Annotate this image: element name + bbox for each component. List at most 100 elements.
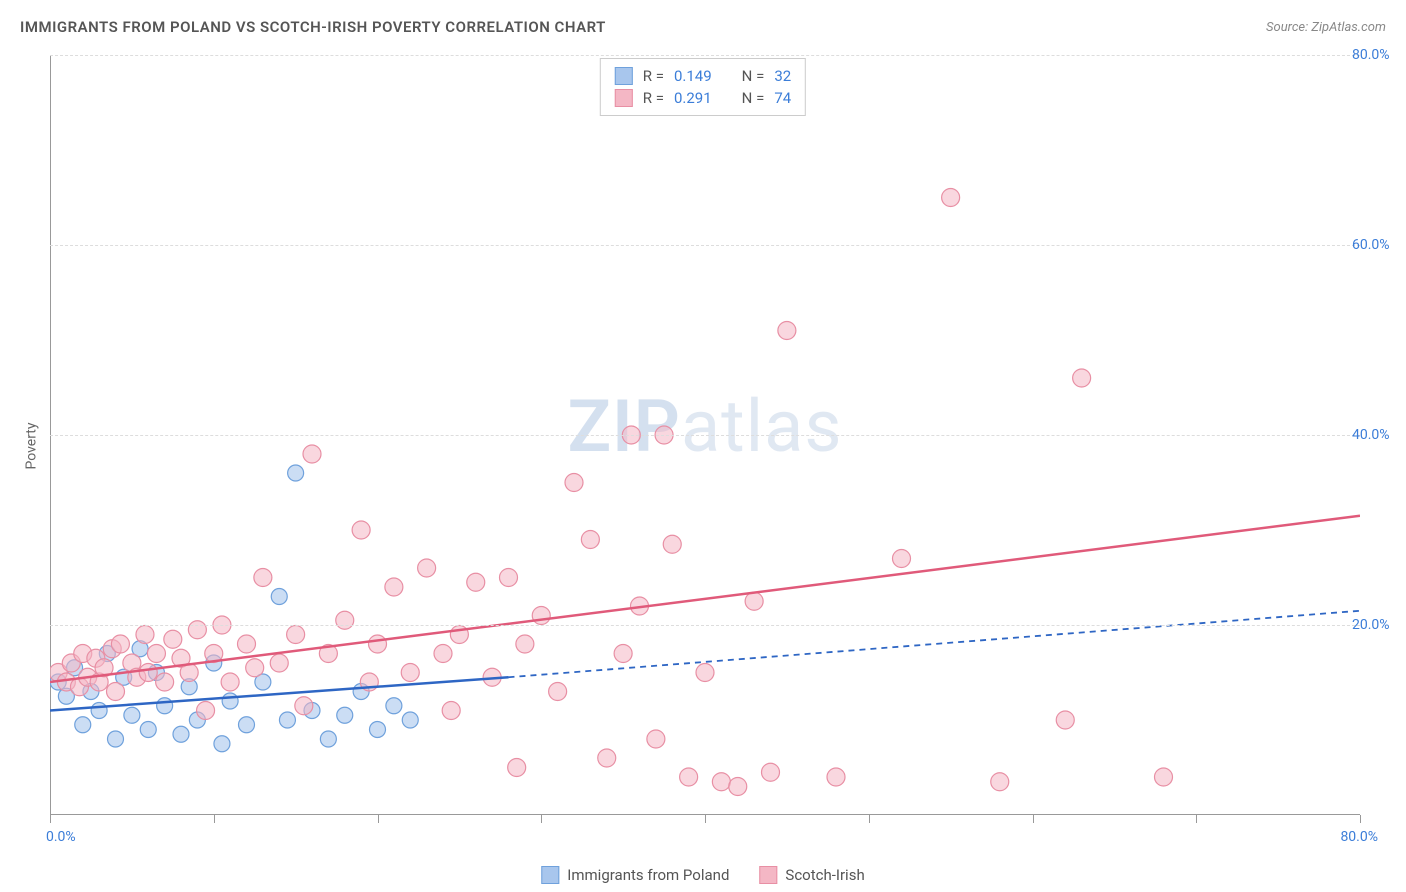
swatch-poland-icon xyxy=(615,67,633,85)
scatter-point-scotch-irish xyxy=(1155,768,1173,786)
correlation-row-poland: R = 0.149 N = 32 xyxy=(615,65,791,87)
grid-line xyxy=(50,435,1360,436)
x-tick xyxy=(378,815,379,823)
grid-line xyxy=(50,55,1360,56)
legend-label: Immigrants from Poland xyxy=(567,866,729,884)
y-tick-label: 60.0% xyxy=(1352,237,1406,253)
scatter-point-poland xyxy=(173,726,189,742)
scatter-point-poland xyxy=(124,707,140,723)
scatter-point-scotch-irish xyxy=(136,626,154,644)
legend-item-poland: Immigrants from Poland xyxy=(541,866,729,884)
trend-line-scotch-irish xyxy=(50,516,1360,682)
scatter-point-scotch-irish xyxy=(270,654,288,672)
scatter-point-scotch-irish xyxy=(401,664,419,682)
scatter-point-scotch-irish xyxy=(111,635,129,653)
trend-line-dashed-poland xyxy=(509,611,1361,678)
scatter-point-scotch-irish xyxy=(508,759,526,777)
scatter-point-scotch-irish xyxy=(295,697,313,715)
chart-area: ZIPatlas 20.0%40.0%60.0%80.0% 0.0% 80.0% xyxy=(50,55,1360,815)
scatter-point-scotch-irish xyxy=(139,664,157,682)
x-tick xyxy=(869,815,870,823)
scatter-point-scotch-irish xyxy=(147,645,165,663)
chart-source: Source: ZipAtlas.com xyxy=(1266,20,1386,35)
scatter-point-poland xyxy=(337,707,353,723)
scatter-point-scotch-irish xyxy=(336,611,354,629)
x-axis-min-label: 0.0% xyxy=(46,829,76,845)
x-tick xyxy=(214,815,215,823)
scatter-point-poland xyxy=(288,465,304,481)
scatter-point-poland xyxy=(108,731,124,747)
scatter-point-scotch-irish xyxy=(107,683,125,701)
scatter-point-scotch-irish xyxy=(164,630,182,648)
scatter-point-scotch-irish xyxy=(156,673,174,691)
scatter-point-scotch-irish xyxy=(188,621,206,639)
scatter-point-scotch-irish xyxy=(238,635,256,653)
x-tick xyxy=(1196,815,1197,823)
scatter-point-poland xyxy=(239,717,255,733)
series-legend: Immigrants from Poland Scotch-Irish xyxy=(541,866,864,884)
scatter-point-scotch-irish xyxy=(778,322,796,340)
scatter-point-scotch-irish xyxy=(729,778,747,796)
x-tick xyxy=(705,815,706,823)
scatter-point-scotch-irish xyxy=(254,569,272,587)
x-tick xyxy=(541,815,542,823)
scatter-point-poland xyxy=(91,703,107,719)
y-axis-label: Poverty xyxy=(24,422,40,469)
correlation-row-scotch-irish: R = 0.291 N = 74 xyxy=(615,87,791,109)
y-tick-label: 40.0% xyxy=(1352,427,1406,443)
swatch-scotch-irish-icon xyxy=(759,866,777,884)
scatter-point-scotch-irish xyxy=(762,763,780,781)
chart-header: IMMIGRANTS FROM POLAND VS SCOTCH-IRISH P… xyxy=(20,18,1386,36)
scatter-point-scotch-irish xyxy=(565,474,583,492)
scatter-point-scotch-irish xyxy=(581,531,599,549)
correlation-legend-box: R = 0.149 N = 32 R = 0.291 N = 74 xyxy=(600,58,806,116)
scatter-point-poland xyxy=(386,698,402,714)
scatter-point-scotch-irish xyxy=(647,730,665,748)
scatter-point-scotch-irish xyxy=(745,592,763,610)
scatter-point-scotch-irish xyxy=(1073,369,1091,387)
grid-line xyxy=(50,625,1360,626)
scatter-point-scotch-irish xyxy=(303,445,321,463)
scatter-point-scotch-irish xyxy=(827,768,845,786)
scatter-point-scotch-irish xyxy=(893,550,911,568)
scatter-point-scotch-irish xyxy=(598,749,616,767)
scatter-point-poland xyxy=(157,698,173,714)
x-tick xyxy=(1360,815,1361,823)
scatter-point-scotch-irish xyxy=(549,683,567,701)
scatter-point-poland xyxy=(279,712,295,728)
scatter-point-scotch-irish xyxy=(696,664,714,682)
legend-label: Scotch-Irish xyxy=(785,866,864,884)
scatter-point-scotch-irish xyxy=(352,521,370,539)
scatter-point-scotch-irish xyxy=(500,569,518,587)
scatter-point-scotch-irish xyxy=(369,635,387,653)
x-tick xyxy=(1033,815,1034,823)
plot-rect: ZIPatlas 20.0%40.0%60.0%80.0% xyxy=(50,55,1360,815)
scatter-point-poland xyxy=(320,731,336,747)
scatter-point-scotch-irish xyxy=(197,702,215,720)
scatter-point-poland xyxy=(214,736,230,752)
scatter-point-scotch-irish xyxy=(663,535,681,553)
scatter-point-poland xyxy=(222,693,238,709)
scatter-point-scotch-irish xyxy=(385,578,403,596)
scatter-point-scotch-irish xyxy=(287,626,305,644)
scatter-point-scotch-irish xyxy=(467,573,485,591)
grid-line xyxy=(50,245,1360,246)
x-axis-max-label: 80.0% xyxy=(1340,829,1378,845)
scatter-point-poland xyxy=(370,722,386,738)
scatter-point-scotch-irish xyxy=(221,673,239,691)
scatter-point-poland xyxy=(75,717,91,733)
swatch-scotch-irish-icon xyxy=(615,89,633,107)
y-tick-label: 20.0% xyxy=(1352,617,1406,633)
swatch-poland-icon xyxy=(541,866,559,884)
y-tick-label: 80.0% xyxy=(1352,47,1406,63)
scatter-point-poland xyxy=(402,712,418,728)
scatter-point-scotch-irish xyxy=(712,773,730,791)
scatter-point-scotch-irish xyxy=(1056,711,1074,729)
scatter-point-scotch-irish xyxy=(614,645,632,663)
scatter-point-scotch-irish xyxy=(434,645,452,663)
x-tick xyxy=(50,815,51,823)
scatter-point-scotch-irish xyxy=(246,659,264,677)
scatter-point-scotch-irish xyxy=(991,773,1009,791)
chart-title: IMMIGRANTS FROM POLAND VS SCOTCH-IRISH P… xyxy=(20,18,606,36)
scatter-point-scotch-irish xyxy=(442,702,460,720)
